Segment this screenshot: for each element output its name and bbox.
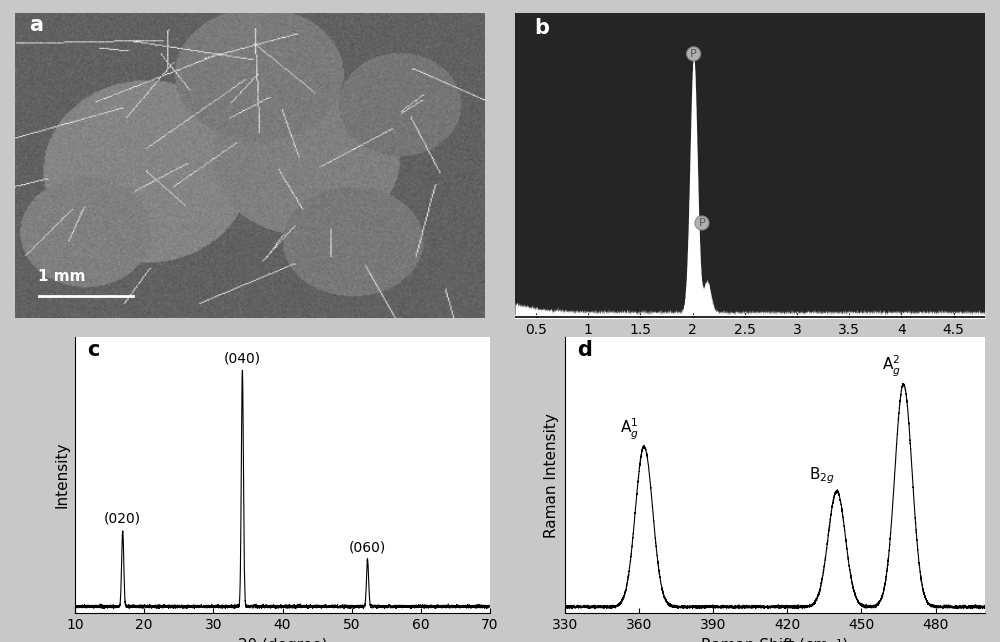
Text: b: b (534, 18, 549, 38)
Y-axis label: Raman Intensity: Raman Intensity (544, 413, 559, 537)
Text: d: d (578, 340, 592, 360)
Y-axis label: Intensity: Intensity (54, 442, 69, 508)
Text: P: P (699, 218, 705, 228)
X-axis label: Energy (keV): Energy (keV) (701, 342, 799, 357)
Text: 1 mm: 1 mm (38, 269, 86, 284)
Text: P: P (690, 49, 697, 59)
Text: (060): (060) (349, 540, 386, 554)
Text: A$_g^2$: A$_g^2$ (882, 354, 901, 379)
X-axis label: Raman Shift (cm⁻¹): Raman Shift (cm⁻¹) (701, 638, 849, 642)
Text: B$_{2g}$: B$_{2g}$ (809, 465, 835, 486)
X-axis label: 2θ (degree): 2θ (degree) (238, 638, 327, 642)
Text: A$_g^1$: A$_g^1$ (620, 417, 639, 442)
Text: c: c (87, 340, 100, 360)
Text: (020): (020) (104, 512, 141, 526)
Text: (040): (040) (224, 351, 261, 365)
Text: a: a (29, 15, 43, 35)
